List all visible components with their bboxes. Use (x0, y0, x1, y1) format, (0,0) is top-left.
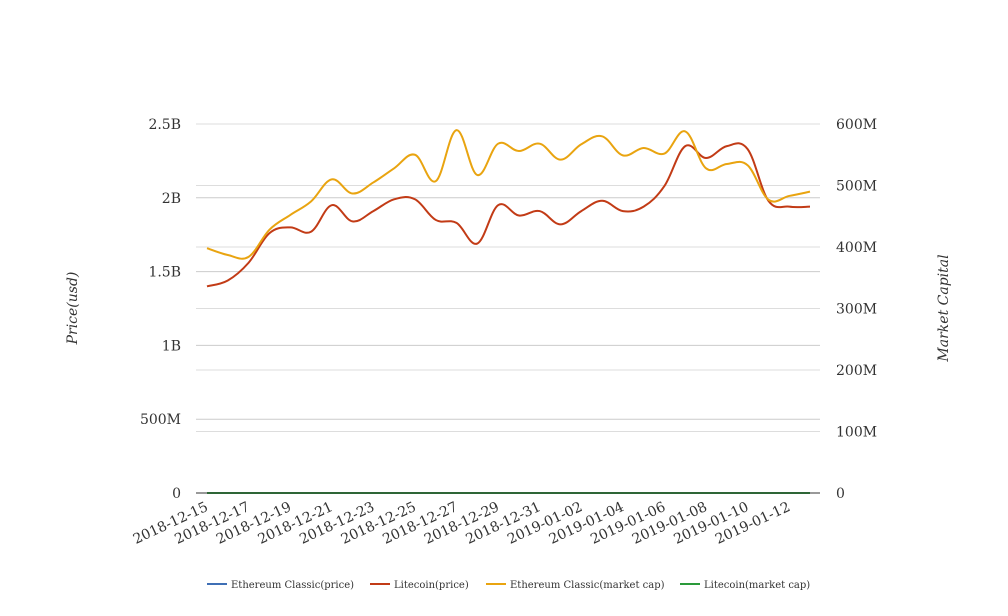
series-line-1 (206, 142, 811, 288)
series-lines (206, 129, 811, 495)
right-y-tick-label: 200M (836, 363, 877, 379)
right-y-tick-label: 300M (836, 302, 877, 318)
left-y-tick-label: 0 (172, 486, 181, 502)
legend-label: Litecoin(price) (394, 580, 469, 591)
legend-label: Ethereum Classic(market cap) (510, 580, 665, 591)
left-y-tick-label: 1.5B (148, 265, 181, 281)
left-y-axis-title: Price(usd) (65, 272, 81, 346)
right-y-tick-label: 0 (836, 486, 845, 502)
right-y-axis-ticks: 0 100M 200M 300M 400M 500M 600M (836, 117, 877, 502)
series-line-2 (206, 129, 811, 260)
left-y-axis-ticks: 0 500M 1B 1.5B 2B 2.5B (140, 117, 181, 502)
left-y-tick-label: 1B (162, 338, 181, 354)
gridlines (196, 123, 820, 432)
legend-label: Litecoin(market cap) (704, 580, 810, 591)
right-y-tick-label: 600M (836, 117, 877, 133)
right-y-axis-title: Market Capital (936, 254, 952, 362)
right-y-tick-label: 400M (836, 240, 877, 256)
left-y-tick-label: 2.5B (148, 117, 181, 133)
x-axis-ticks: 2018-12-152018-12-172018-12-192018-12-21… (131, 499, 793, 548)
left-y-tick-label: 500M (140, 412, 181, 428)
right-y-tick-label: 100M (836, 425, 877, 441)
legend: Ethereum Classic(price) Litecoin(price) Et… (207, 580, 810, 591)
legend-label: Ethereum Classic(price) (231, 580, 354, 591)
left-y-tick-label: 2B (162, 191, 181, 207)
right-y-tick-label: 500M (836, 179, 877, 195)
